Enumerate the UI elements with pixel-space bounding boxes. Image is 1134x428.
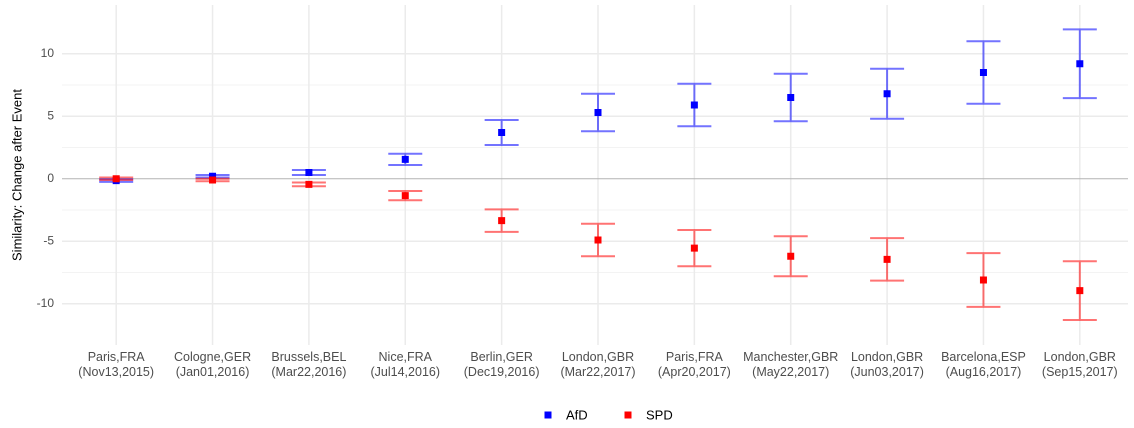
point — [209, 172, 217, 180]
point — [594, 109, 602, 116]
point — [690, 101, 698, 109]
point — [594, 236, 602, 244]
point — [883, 255, 891, 263]
legend-label: SPD — [646, 407, 673, 422]
point — [979, 69, 987, 76]
x-tick-label: Paris,FRA (Apr20,2017) — [657, 350, 731, 379]
y-tick-label: 0 — [47, 171, 54, 185]
y-tick-label: -10 — [37, 296, 55, 310]
point — [883, 90, 891, 98]
x-tick-label: Barcelona,ESP (Aug16,2017) — [941, 350, 1026, 379]
point — [1076, 287, 1084, 295]
y-axis-label: Similarity: Change after Event — [9, 89, 24, 261]
y-tick-label: 5 — [47, 108, 54, 122]
point — [690, 244, 698, 252]
point — [305, 169, 313, 176]
x-tick-label: Nice,FRA (Jul14,2016) — [370, 350, 441, 379]
point — [305, 180, 313, 188]
point — [498, 129, 506, 136]
x-tick-label: London,GBR (Sep15,2017) — [1041, 350, 1118, 379]
y-tick-label: -5 — [43, 233, 54, 247]
x-tick-label: Brussels,BEL (Mar22,2016) — [271, 350, 347, 379]
point — [787, 94, 795, 101]
point — [401, 155, 409, 163]
x-tick-label: Berlin,GER (Dec19,2016) — [463, 350, 540, 379]
point — [112, 175, 120, 183]
point — [498, 217, 506, 225]
x-tick-label: Manchester,GBR (May22,2017) — [743, 350, 839, 379]
point — [979, 276, 987, 284]
x-tick-label: Paris,FRA (Nov13,2015) — [78, 350, 155, 379]
legend-label: AfD — [566, 407, 588, 422]
legend-swatch — [544, 411, 552, 419]
legend-swatch — [624, 411, 632, 419]
x-tick-label: London,GBR (Jun03,2017) — [850, 350, 924, 379]
y-tick-label: 10 — [41, 46, 55, 60]
point — [787, 252, 795, 260]
x-tick-label: Cologne,GER (Jan01,2016) — [173, 350, 252, 379]
point — [209, 176, 217, 184]
point — [1076, 60, 1084, 68]
x-tick-label: London,GBR (Mar22,2017) — [560, 350, 636, 379]
point — [401, 192, 409, 200]
